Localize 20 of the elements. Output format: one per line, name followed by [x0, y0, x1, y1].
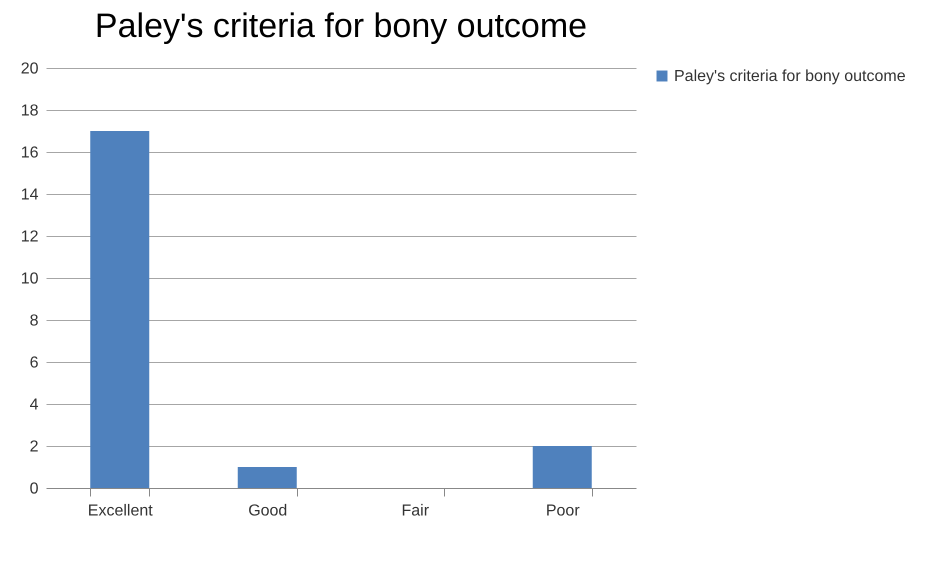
bar [238, 467, 297, 488]
y-tick-label: 12 [20, 228, 39, 246]
y-tick-label: 2 [30, 438, 39, 456]
y-tick-label: 0 [30, 480, 39, 498]
x-tick-label: Excellent [88, 502, 154, 520]
chart-title: Paley's criteria for bony outcome [94, 7, 588, 45]
x-tick-label: Poor [546, 502, 580, 520]
y-tick-label: 14 [20, 186, 39, 204]
bar [532, 446, 592, 488]
legend-label: Paley's criteria for bony outcome [674, 68, 906, 85]
bar [90, 131, 150, 488]
x-tick-label: Good [248, 502, 288, 520]
x-tick-label: Fair [401, 502, 430, 520]
y-tick-label: 8 [30, 312, 39, 330]
y-tick-label: 6 [30, 354, 39, 372]
y-tick-label: 18 [20, 102, 39, 120]
y-tick-label: 4 [30, 396, 39, 414]
y-tick-label: 10 [20, 270, 39, 288]
y-tick-label: 20 [20, 60, 39, 78]
y-tick-label: 16 [20, 144, 39, 162]
